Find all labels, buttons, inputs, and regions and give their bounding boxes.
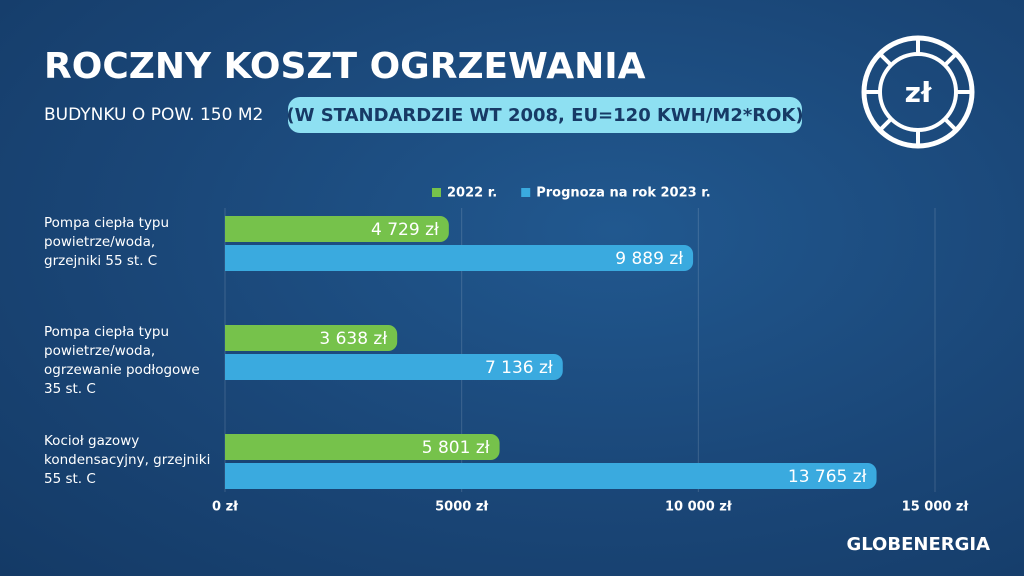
note-box	[288, 97, 802, 133]
legend-label: 2022 r.	[447, 186, 497, 201]
bar	[225, 325, 398, 351]
logo: zł	[861, 35, 975, 149]
logo-tick	[943, 52, 958, 67]
chart-title: ROCZNY KOSZT OGRZEWANIA	[44, 46, 646, 87]
logo-tick	[878, 117, 893, 132]
bar	[225, 245, 694, 271]
logo-tick	[943, 117, 958, 132]
subtitle: BUDYNKU O POW. 150 M2	[44, 105, 263, 125]
value-label: 5 801 zł	[422, 438, 490, 458]
value-label: 13 765 zł	[788, 467, 867, 487]
value-label: 3 638 zł	[319, 329, 387, 349]
x-tick-label: 15 000 zł	[902, 500, 970, 515]
value-label: 7 136 zł	[485, 358, 553, 378]
legend-swatch	[432, 188, 441, 197]
bar	[225, 434, 500, 460]
category-label: Pompa ciepła typu powietrze/woda, grzejn…	[44, 215, 170, 269]
bar	[225, 216, 449, 242]
logo-text: zł	[905, 76, 932, 109]
category-label: Kocioł gazowy kondensacyjny, grzejniki 5…	[44, 433, 211, 487]
brand: GLOBENERGIA	[846, 534, 990, 555]
x-tick-label: 5000 zł	[435, 500, 489, 515]
legend-swatch	[521, 188, 531, 197]
value-label: 4 729 zł	[371, 220, 439, 240]
bar	[225, 354, 563, 380]
category-label: Pompa ciepła typu powietrze/woda, ogrzew…	[44, 324, 200, 397]
x-tick-label: 10 000 zł	[665, 500, 733, 515]
bar	[225, 463, 877, 489]
legend-label: Prognoza na rok 2023 r.	[536, 186, 711, 201]
logo-tick	[878, 52, 893, 67]
note: (W STANDARDZIE WT 2008, EU=120 KWH/M2*RO…	[286, 105, 803, 126]
x-tick-label: 0 zł	[212, 500, 239, 515]
value-label: 9 889 zł	[615, 249, 683, 269]
